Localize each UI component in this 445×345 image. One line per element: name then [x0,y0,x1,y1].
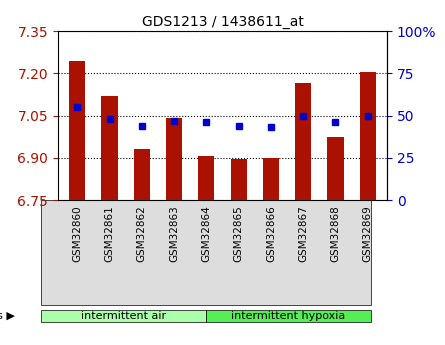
Bar [166,118,182,200]
Bar [206,310,371,322]
Bar [328,137,344,200]
Bar [198,156,214,200]
Bar [101,96,117,200]
Bar [263,158,279,200]
Bar [41,310,206,322]
Bar [134,149,150,200]
Title: GDS1213 / 1438611_at: GDS1213 / 1438611_at [142,14,303,29]
Bar [231,159,247,200]
Bar [295,83,312,200]
Text: intermittent hypoxia: intermittent hypoxia [231,311,345,321]
Text: intermittent air: intermittent air [81,311,166,321]
Bar [360,72,376,200]
Bar [69,61,85,200]
Bar [41,200,371,305]
Text: stress ▶: stress ▶ [0,311,15,321]
